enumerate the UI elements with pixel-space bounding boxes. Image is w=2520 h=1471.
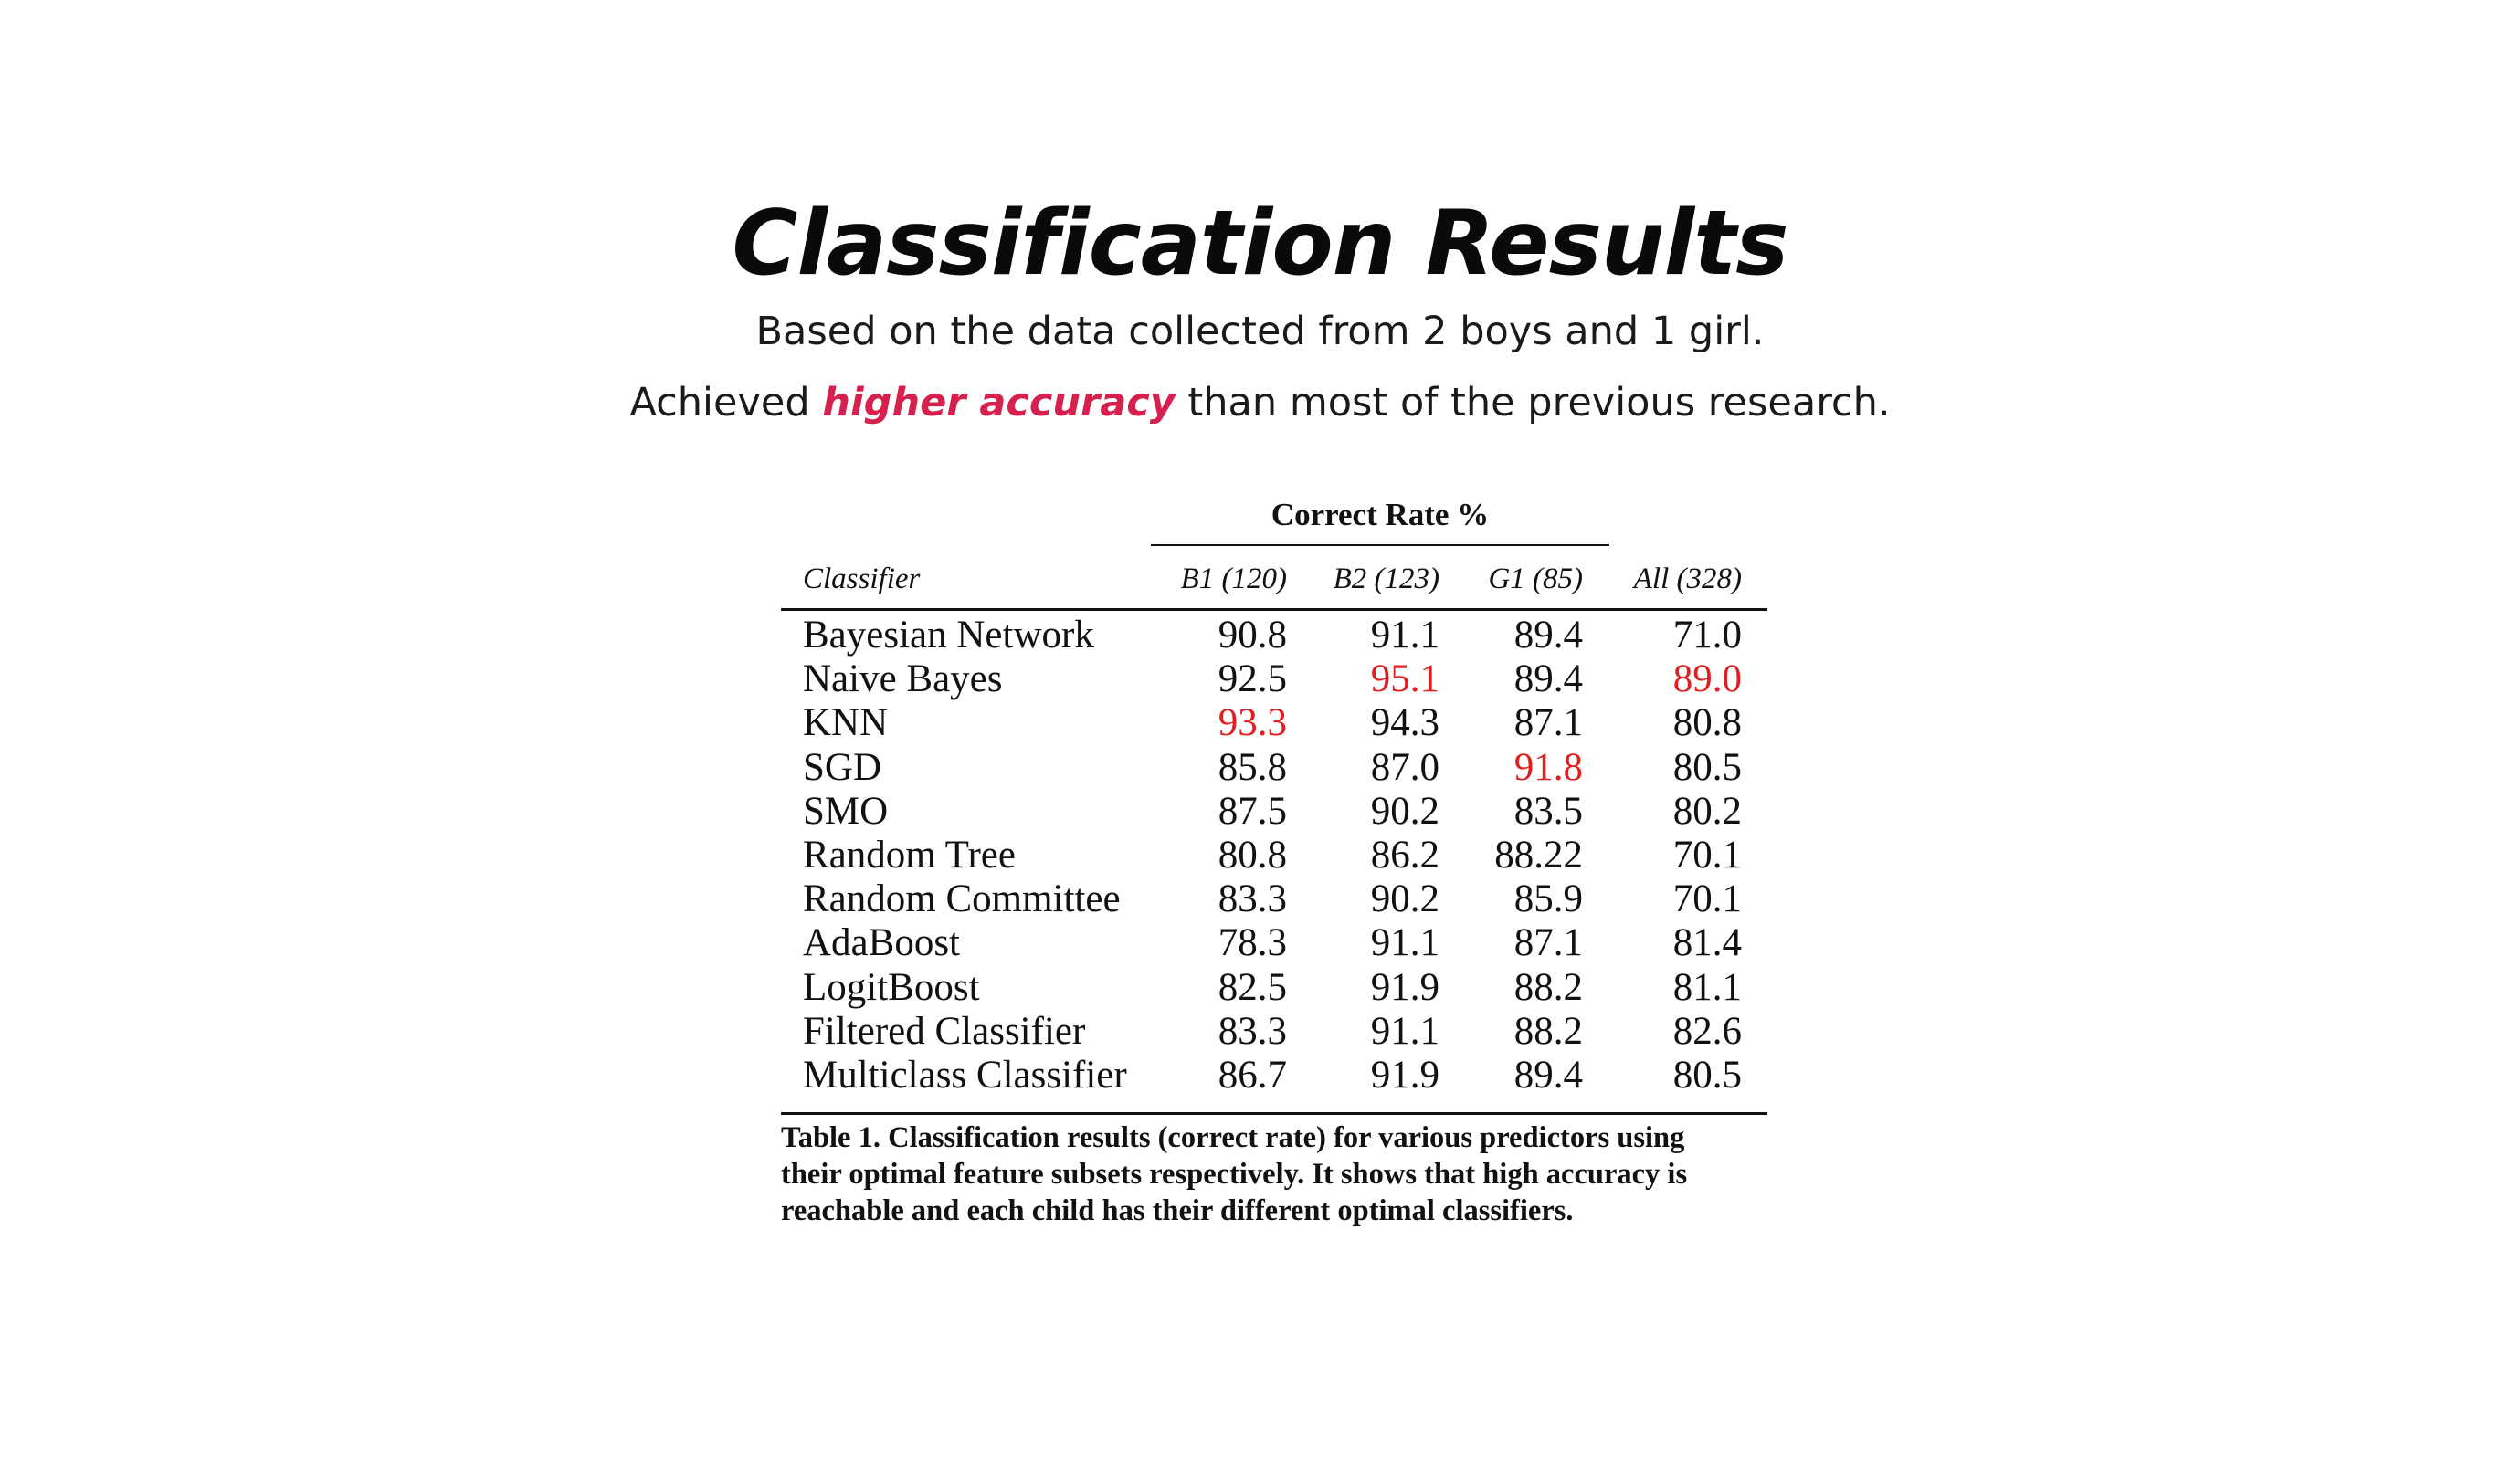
subtitle-line-2-prefix: Achieved bbox=[629, 380, 823, 426]
correct-rate-cell: 87.1 bbox=[1513, 921, 1583, 965]
classifier-name: LogitBoost bbox=[803, 965, 980, 1009]
correct-rate-cell: 82.5 bbox=[1218, 965, 1287, 1009]
table-body: Bayesian Network 90.8 91.1 89.4 71.0 Naive Ba… bbox=[781, 614, 1767, 1098]
correct-rate-cell: 86.7 bbox=[1218, 1053, 1287, 1097]
correct-rate-cell: 87.1 bbox=[1513, 701, 1583, 745]
correct-rate-cell: 80.8 bbox=[1218, 833, 1287, 877]
correct-rate-cell: 83.5 bbox=[1513, 789, 1583, 833]
correct-rate-cell: 70.1 bbox=[1672, 877, 1742, 921]
correct-rate-cell: 89.0 bbox=[1672, 657, 1742, 701]
correct-rate-cell: 91.1 bbox=[1370, 921, 1439, 965]
classifier-name: Random Tree bbox=[803, 833, 1016, 877]
table-row: KNN 93.3 94.3 87.1 80.8 bbox=[781, 701, 1767, 745]
table-bottom-rule bbox=[781, 1112, 1767, 1115]
correct-rate-cell: 83.3 bbox=[1218, 877, 1287, 921]
table-top-rule bbox=[781, 608, 1767, 611]
correct-rate-cell: 88.2 bbox=[1513, 965, 1583, 1009]
correct-rate-cell: 94.3 bbox=[1370, 701, 1439, 745]
correct-rate-cell: 92.5 bbox=[1218, 657, 1287, 701]
classifier-name: Filtered Classifier bbox=[803, 1009, 1086, 1053]
table-row: Random Tree 80.8 86.2 88.22 70.1 bbox=[781, 834, 1767, 877]
column-header-b1: B1 (120) bbox=[1180, 562, 1287, 595]
table-group-header: Correct Rate % bbox=[1271, 497, 1490, 532]
correct-rate-cell: 81.1 bbox=[1672, 965, 1742, 1009]
correct-rate-cell: 90.8 bbox=[1218, 614, 1287, 657]
classifier-name: Multiclass Classifier bbox=[803, 1053, 1127, 1097]
classifier-name: Random Committee bbox=[803, 877, 1121, 921]
table-row: Multiclass Classifier 86.7 91.9 89.4 80.5 bbox=[781, 1054, 1767, 1098]
correct-rate-cell: 85.8 bbox=[1218, 745, 1287, 789]
table-row: Random Committee 83.3 90.2 85.9 70.1 bbox=[781, 877, 1767, 921]
correct-rate-cell: 91.9 bbox=[1370, 1053, 1439, 1097]
classifier-name: Bayesian Network bbox=[803, 614, 1094, 657]
correct-rate-cell: 95.1 bbox=[1370, 657, 1439, 701]
correct-rate-cell: 70.1 bbox=[1672, 833, 1742, 877]
table-header-row: Classifier B1 (120) B2 (123) G1 (85) All… bbox=[781, 552, 1767, 606]
correct-rate-cell: 80.8 bbox=[1672, 701, 1742, 745]
table-row: Filtered Classifier 83.3 91.1 88.2 82.6 bbox=[781, 1010, 1767, 1054]
correct-rate-cell: 91.9 bbox=[1370, 965, 1439, 1009]
group-header-rule bbox=[1151, 544, 1609, 546]
table-caption: Table 1. Classification results (correct… bbox=[781, 1119, 1767, 1229]
table-row: AdaBoost 78.3 91.1 87.1 81.4 bbox=[781, 921, 1767, 965]
correct-rate-cell: 91.1 bbox=[1370, 614, 1439, 657]
classifier-name: KNN bbox=[803, 701, 889, 745]
correct-rate-cell: 87.5 bbox=[1218, 789, 1287, 833]
correct-rate-cell: 88.2 bbox=[1513, 1009, 1583, 1053]
table-row: Naive Bayes 92.5 95.1 89.4 89.0 bbox=[781, 657, 1767, 701]
column-header-all: All (328) bbox=[1633, 562, 1742, 595]
correct-rate-cell: 71.0 bbox=[1672, 614, 1742, 657]
correct-rate-cell: 80.5 bbox=[1672, 1053, 1742, 1097]
classifier-name: AdaBoost bbox=[803, 921, 960, 965]
table-row: SMO 87.5 90.2 83.5 80.2 bbox=[781, 790, 1767, 834]
column-header-b2: B2 (123) bbox=[1333, 562, 1439, 595]
table-row: Bayesian Network 90.8 91.1 89.4 71.0 bbox=[781, 614, 1767, 657]
correct-rate-cell: 91.8 bbox=[1513, 745, 1583, 789]
column-header-classifier: Classifier bbox=[803, 562, 921, 595]
correct-rate-cell: 89.4 bbox=[1513, 1053, 1583, 1097]
correct-rate-cell: 78.3 bbox=[1218, 921, 1287, 965]
caption-line: reachable and each child has their diffe… bbox=[781, 1194, 1574, 1227]
correct-rate-cell: 85.9 bbox=[1513, 877, 1583, 921]
correct-rate-cell: 91.1 bbox=[1370, 1009, 1439, 1053]
subtitle-line-1: Based on the data collected from 2 boys … bbox=[755, 309, 1765, 354]
caption-line: their optimal feature subsets respective… bbox=[781, 1158, 1688, 1191]
column-header-g1: G1 (85) bbox=[1488, 562, 1583, 595]
slide-title: Classification Results bbox=[732, 191, 1789, 296]
caption-line: Table 1. Classification results (correct… bbox=[781, 1121, 1685, 1154]
classifier-name: SMO bbox=[803, 789, 889, 833]
correct-rate-cell: 88.22 bbox=[1494, 833, 1583, 877]
subtitle-highlight: higher accuracy bbox=[822, 380, 1176, 426]
correct-rate-cell: 90.2 bbox=[1370, 789, 1439, 833]
correct-rate-cell: 86.2 bbox=[1370, 833, 1439, 877]
correct-rate-cell: 90.2 bbox=[1370, 877, 1439, 921]
subtitle-line-2: Achieved higher accuracy than most of th… bbox=[0, 380, 2520, 427]
subtitle-line-2-suffix: than most of the previous research. bbox=[1175, 380, 1891, 426]
table-row: LogitBoost 82.5 91.9 88.2 81.1 bbox=[781, 966, 1767, 1010]
correct-rate-cell: 93.3 bbox=[1218, 701, 1287, 745]
classifier-name: SGD bbox=[803, 745, 882, 789]
table-row: SGD 85.8 87.0 91.8 80.5 bbox=[781, 746, 1767, 790]
correct-rate-cell: 83.3 bbox=[1218, 1009, 1287, 1053]
correct-rate-cell: 82.6 bbox=[1672, 1009, 1742, 1053]
correct-rate-cell: 87.0 bbox=[1370, 745, 1439, 789]
correct-rate-cell: 89.4 bbox=[1513, 657, 1583, 701]
classifier-name: Naive Bayes bbox=[803, 657, 1003, 701]
correct-rate-cell: 80.5 bbox=[1672, 745, 1742, 789]
correct-rate-cell: 81.4 bbox=[1672, 921, 1742, 965]
correct-rate-cell: 89.4 bbox=[1513, 614, 1583, 657]
correct-rate-cell: 80.2 bbox=[1672, 789, 1742, 833]
